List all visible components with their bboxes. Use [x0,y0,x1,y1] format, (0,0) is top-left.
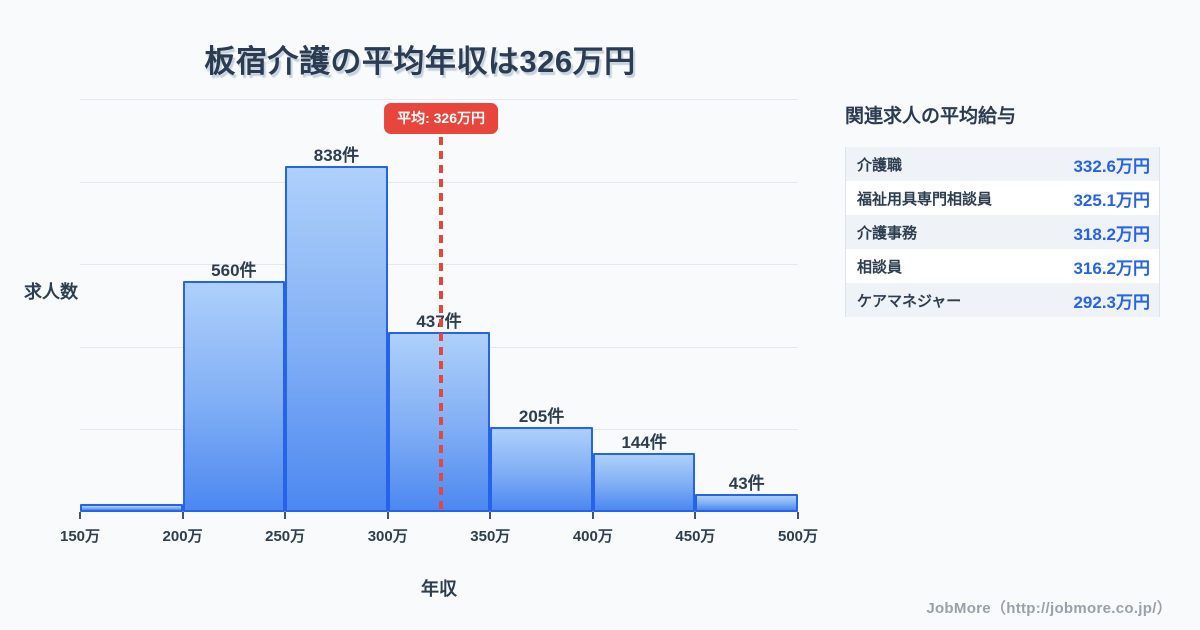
bar-value-label: 437件 [416,307,461,332]
x-axis-tick-label: 150万 [59,528,101,545]
related-job-label: 介護事務 [857,224,918,242]
average-badge: 平均: 326万円 [384,103,499,134]
bar-value-label: 43件 [728,474,765,494]
y-axis-title: 求人数 [24,282,78,302]
related-job-row: 福祉用具専門相談員 325.1万円 [846,181,1159,215]
x-axis-tick [386,512,389,519]
gridline [80,264,798,266]
footer-credit: JobMore（http://jobmore.co.jp/） [926,600,1172,617]
histogram-bar [80,503,183,512]
x-axis-tick [489,512,492,519]
x-axis-tick [694,512,697,519]
related-job-value: 318.2万円 [1073,224,1150,244]
histogram-bar [695,494,798,512]
salary-histogram: 560件 838件 437件 205件 144件 43件 150万 200万 250万 300万… [59,99,819,545]
gridline [80,181,798,183]
x-axis-title: 年収 [421,579,457,599]
related-job-value: 316.2万円 [1073,258,1150,278]
bar-value-label: 560件 [211,260,257,280]
x-axis-tick [181,512,184,519]
histogram-bar [387,331,491,512]
histogram-bar [592,452,696,512]
x-axis-tick-label: 350万 [470,528,511,545]
related-jobs-list: 介護職 332.6万円福祉用具専門相談員 325.1万円介護事務 318.2万円相談員… [845,147,1160,317]
x-axis-tick [591,512,594,519]
x-axis-tick-label: 300万 [367,528,408,545]
histogram-bar [182,280,286,512]
related-job-value: 292.3万円 [1073,292,1150,312]
gridline [80,99,798,100]
histogram-bar [490,427,593,512]
related-job-value: 332.6万円 [1073,156,1150,176]
x-axis-tick-label: 450万 [675,528,716,545]
x-axis-tick [284,512,287,519]
average-line [439,137,444,512]
bar-value-label: 144件 [621,432,667,452]
related-job-label: 相談員 [857,258,903,276]
related-job-label: 福祉用具専門相談員 [857,190,993,208]
page-title: 板宿介護の平均年収は326万円 [204,44,636,79]
bar-value-label: 838件 [313,145,360,165]
related-job-label: 介護職 [857,156,903,174]
related-job-value: 325.1万円 [1073,190,1150,210]
bar-value-label: 205件 [518,407,565,427]
histogram-bar [285,165,388,512]
x-axis-tick [79,512,81,519]
related-job-row: ケアマネジャー 292.3万円 [846,283,1159,317]
related-job-row: 介護職 332.6万円 [846,147,1159,181]
x-axis-tick-label: 250万 [265,528,306,545]
x-axis-tick [797,512,799,519]
related-job-row: 介護事務 318.2万円 [846,215,1159,249]
related-job-label: ケアマネジャー [857,292,962,310]
x-axis-tick-label: 500万 [777,528,819,545]
related-job-row: 相談員 316.2万円 [846,249,1159,283]
x-axis-tick-label: 400万 [572,528,613,545]
related-jobs-panel-title: 関連求人の平均給与 [845,106,1017,127]
x-axis-tick-label: 200万 [162,528,203,545]
